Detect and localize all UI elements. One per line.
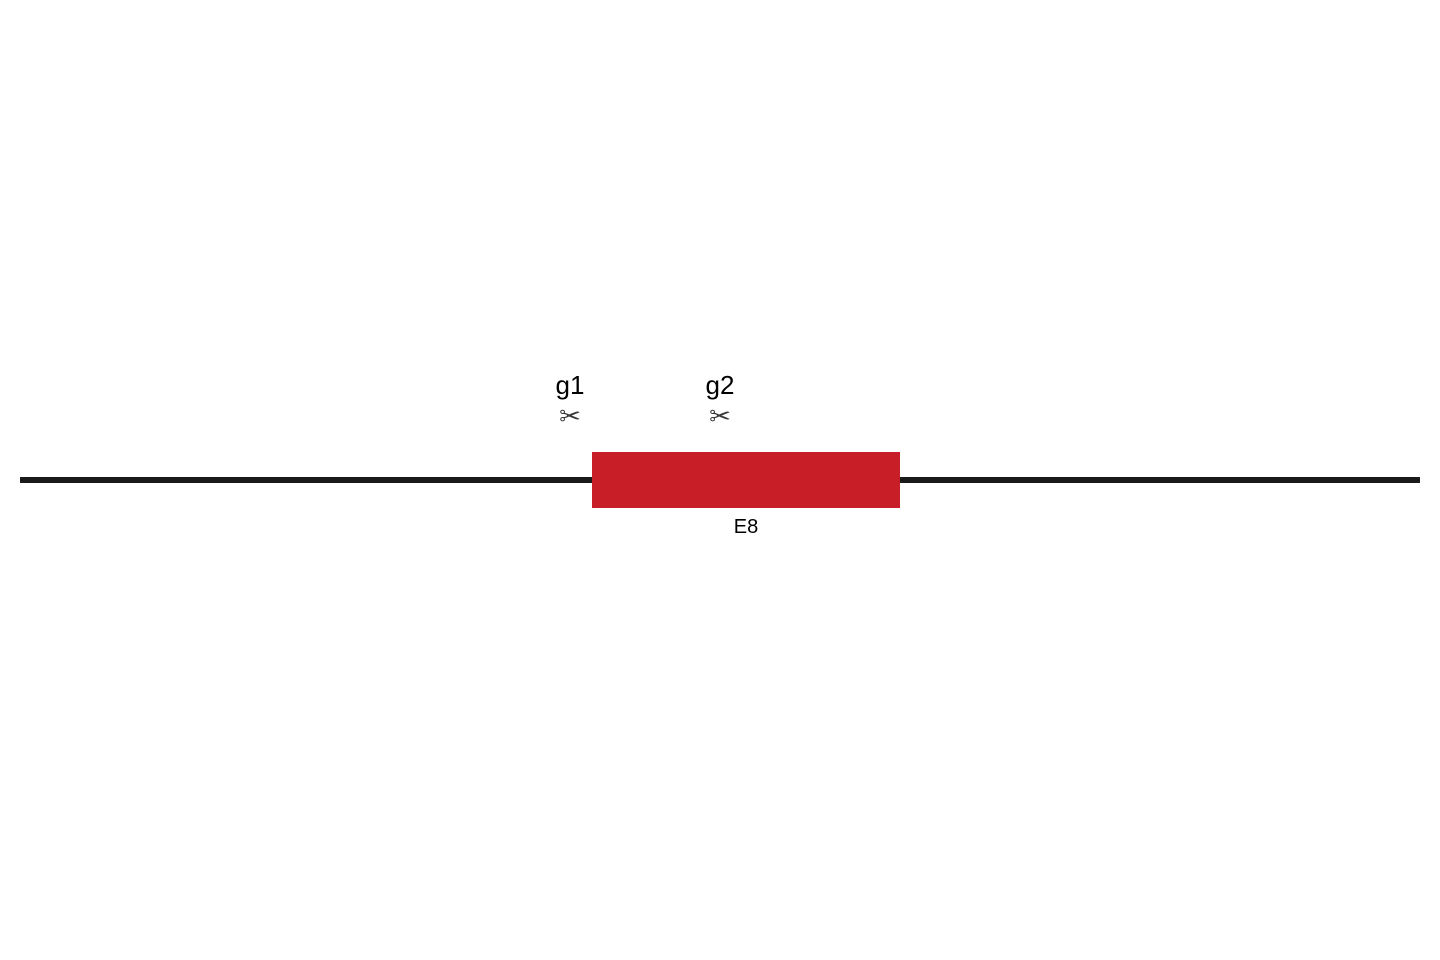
cut-site-g2-label: g2 (698, 370, 742, 401)
scissors-icon: ✂ (548, 403, 592, 429)
cut-site-g1: g1 ✂ (548, 370, 592, 429)
exon-label: E8 (592, 516, 900, 539)
gene-diagram: E8 g1 ✂ g2 ✂ (0, 0, 1440, 960)
cut-site-g1-label: g1 (548, 370, 592, 401)
gene-line-left (20, 477, 592, 483)
exon-box (592, 452, 900, 508)
scissors-icon: ✂ (698, 403, 742, 429)
gene-line-right (900, 477, 1420, 483)
cut-site-g2: g2 ✂ (698, 370, 742, 429)
